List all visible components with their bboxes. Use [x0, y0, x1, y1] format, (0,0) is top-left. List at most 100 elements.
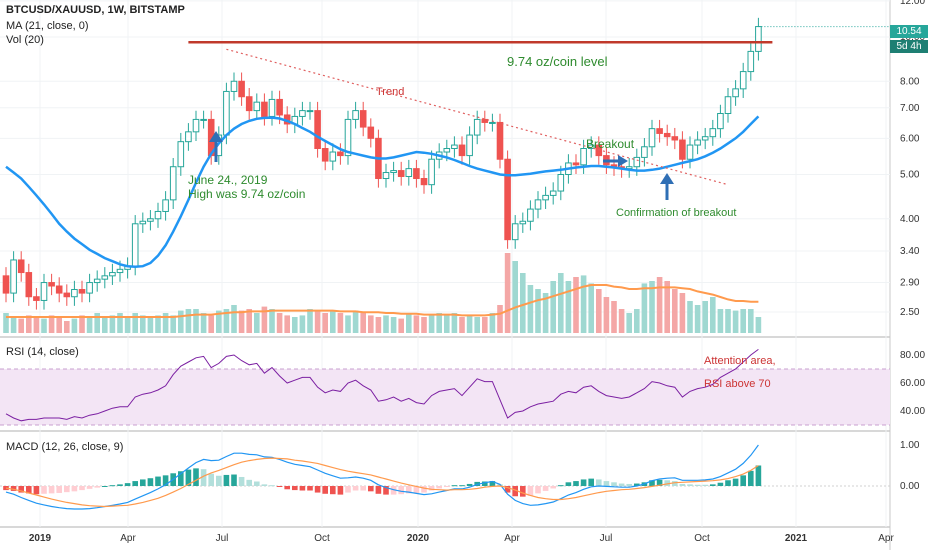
volume-bar	[56, 317, 62, 333]
candle	[641, 138, 648, 167]
candle	[489, 113, 496, 132]
volume-bar	[299, 315, 306, 333]
candle-body	[185, 131, 192, 143]
volume-bar	[390, 317, 397, 333]
macd-histogram-bar	[41, 486, 47, 494]
macd-histogram-bar	[459, 485, 465, 487]
june-annotation-line1: June 24., 2019	[188, 173, 268, 187]
volume-bar	[656, 277, 663, 333]
macd-histogram-bar	[3, 486, 9, 491]
macd-histogram-bar	[512, 486, 518, 497]
macd-histogram-bar	[48, 486, 55, 494]
candle-body	[116, 268, 124, 274]
macd-line	[5, 444, 759, 510]
candle	[481, 110, 489, 132]
candle-body	[458, 144, 466, 157]
volume-bar	[550, 281, 556, 333]
price-tick-label: 3.40	[900, 246, 920, 257]
volume-bar	[345, 315, 351, 333]
volume-legend[interactable]: Vol (20)	[6, 34, 44, 46]
candle	[55, 277, 63, 303]
candle	[428, 150, 435, 194]
volume-bar	[542, 293, 549, 333]
candle-body	[739, 71, 747, 90]
candle	[405, 159, 413, 186]
volume-bar	[428, 315, 435, 333]
candle-body	[511, 223, 519, 241]
candle	[10, 251, 17, 303]
macd-histogram-bar	[573, 481, 579, 486]
macd-histogram-bar	[679, 483, 686, 486]
price-candles[interactable]	[2, 17, 890, 310]
candle-body	[55, 285, 63, 294]
macd-histogram-bar	[702, 484, 708, 486]
macd-histogram-bar	[710, 484, 716, 486]
volume-bar	[694, 305, 701, 333]
macd-histogram-bar	[360, 486, 366, 491]
breakout-label: Breakout	[586, 137, 635, 151]
volume-bar	[565, 281, 572, 333]
macd-histogram-bar	[375, 486, 382, 494]
macd-histogram-bar	[649, 480, 655, 486]
volume-bar	[322, 313, 328, 333]
trend-line	[226, 48, 729, 186]
candle-body	[359, 110, 367, 128]
volume-bar	[79, 315, 85, 333]
candle-body	[109, 272, 116, 277]
macd-histogram-bar	[558, 485, 564, 487]
price-tick-label: 12.00	[900, 0, 925, 7]
macd-histogram-bar	[603, 481, 610, 486]
macd-histogram-bar	[755, 465, 762, 486]
macd-histogram-bar	[565, 482, 572, 486]
time-tick-label: Apr	[504, 533, 520, 544]
candle	[352, 101, 359, 129]
macd-histogram-bar	[398, 486, 404, 495]
candle	[701, 127, 709, 150]
volume-bar	[641, 283, 648, 333]
volume-bar	[284, 315, 290, 333]
macd-histogram-bar	[520, 486, 526, 497]
macd-histogram-bar	[451, 485, 458, 487]
rsi-band	[0, 369, 890, 425]
candle-body	[63, 292, 71, 298]
candle-body	[656, 128, 663, 134]
candle-body	[701, 136, 709, 141]
macd-histogram-bar	[223, 474, 230, 486]
candle-body	[549, 190, 557, 196]
candle	[504, 150, 511, 249]
price-tick-label: 8.00	[900, 76, 920, 87]
volume-bar	[86, 317, 93, 333]
volume-bar	[64, 321, 70, 333]
volume-bar	[444, 315, 450, 333]
macd-histogram-bar	[10, 486, 17, 491]
macd-histogram-bar	[732, 478, 739, 486]
candle	[147, 210, 154, 231]
macd-histogram-bar	[254, 481, 260, 486]
last-price-badge: 10.54	[890, 25, 928, 38]
candle-body	[2, 275, 10, 294]
volume-bar	[71, 318, 78, 333]
rsi-legend[interactable]: RSI (14, close)	[6, 346, 79, 358]
volume-ma-line	[6, 284, 759, 318]
candle	[169, 157, 177, 209]
volume-bar	[147, 317, 154, 333]
candle	[306, 101, 314, 120]
volume-bar	[307, 309, 313, 333]
ma-legend[interactable]: MA (21, close, 0)	[6, 20, 89, 32]
candle-body	[648, 128, 656, 148]
candle	[572, 154, 580, 174]
volume-bar	[596, 289, 602, 333]
macd-histogram-bar	[132, 481, 138, 486]
macd-histogram-bar	[352, 486, 359, 491]
macd-legend[interactable]: MACD (12, 26, close, 9)	[6, 441, 124, 453]
candle	[648, 119, 656, 156]
macd-histogram-bar	[596, 479, 602, 486]
candle-body	[420, 178, 428, 186]
candle-body	[443, 148, 451, 153]
candle-body	[93, 278, 101, 284]
candle	[390, 161, 397, 182]
candle-body	[33, 296, 40, 301]
macd-histogram-bar	[64, 486, 70, 493]
candle-body	[755, 26, 762, 52]
